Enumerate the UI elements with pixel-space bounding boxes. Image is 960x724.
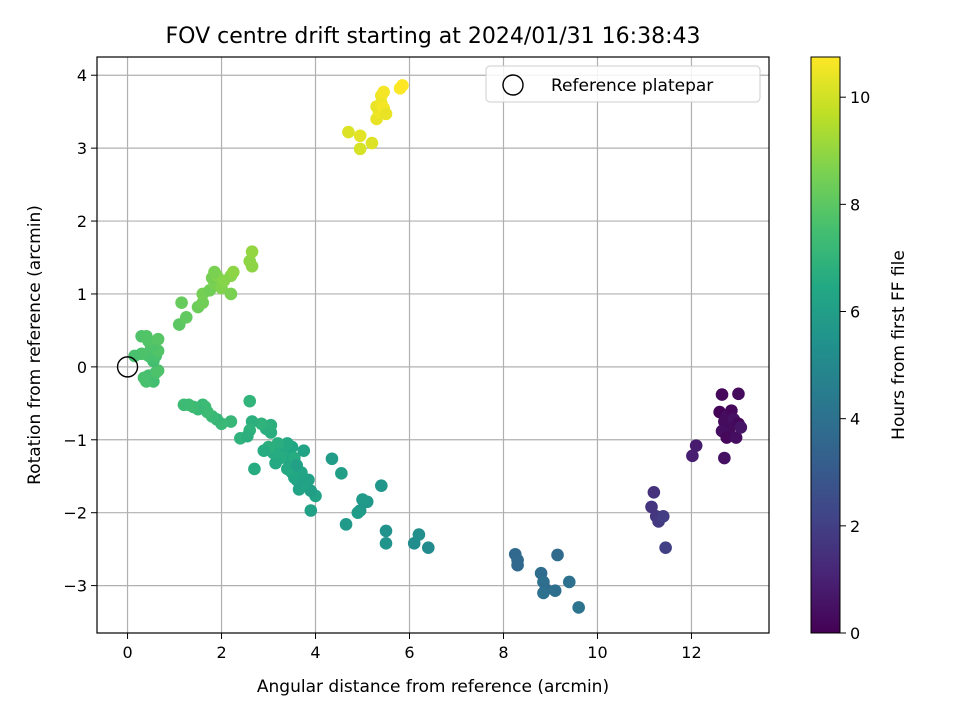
data-point	[140, 329, 153, 343]
colorbar-ticks: 0 2 4 6 8 10	[840, 88, 870, 643]
data-point	[224, 415, 238, 428]
colorbar-label: Hours from first FF file	[889, 250, 909, 440]
y-tick-label: 2	[77, 212, 87, 231]
data-point	[128, 349, 141, 363]
legend-marker-icon	[502, 74, 524, 96]
data-point	[548, 584, 562, 598]
data-point	[257, 444, 271, 458]
data-point	[208, 265, 221, 279]
colorbar	[810, 56, 841, 634]
y-tick-label: −3	[63, 577, 87, 596]
data-point	[151, 364, 165, 377]
data-point	[396, 79, 409, 92]
data-point	[245, 245, 259, 258]
data-point	[732, 387, 745, 401]
data-point	[537, 586, 550, 600]
data-point	[412, 528, 426, 541]
data-point	[422, 541, 435, 554]
data-point	[177, 398, 191, 412]
data-point	[647, 485, 661, 499]
data-point	[379, 524, 393, 538]
data-point	[365, 136, 379, 150]
x-axis-ticks: 0 2 4 6 8 10 12	[122, 633, 702, 662]
data-point	[351, 506, 365, 519]
data-point	[245, 259, 259, 273]
data-point	[137, 371, 151, 385]
y-tick-label: 4	[77, 66, 87, 85]
y-axis-label: Rotation from reference (arcmin)	[25, 205, 45, 485]
data-point	[269, 456, 282, 470]
data-point	[379, 537, 393, 550]
data-point	[248, 462, 261, 476]
data-point	[292, 483, 306, 496]
x-tick-label: 0	[122, 643, 132, 662]
colorbar-tick-label: 10	[850, 88, 870, 107]
x-tick-label: 10	[587, 643, 607, 662]
data-point	[241, 429, 254, 443]
x-tick-label: 8	[498, 643, 508, 662]
colorbar-tick-label: 8	[850, 195, 860, 214]
data-point	[511, 558, 524, 572]
data-point	[264, 418, 278, 432]
y-tick-label: −2	[63, 504, 87, 523]
data-point	[297, 444, 311, 458]
data-point	[224, 287, 238, 301]
data-point	[656, 510, 670, 523]
legend-entry-label: Reference platepar	[551, 76, 713, 96]
data-point	[353, 142, 367, 156]
data-point	[729, 431, 743, 444]
reference-platepar-marker	[116, 356, 139, 378]
data-point	[734, 421, 748, 434]
y-tick-label: 3	[77, 139, 87, 158]
x-axis-label: Angular distance from reference (arcmin)	[257, 677, 609, 697]
data-point	[196, 296, 210, 310]
data-point	[226, 265, 240, 279]
data-point	[377, 85, 390, 99]
plot-frame	[96, 56, 770, 634]
data-point	[335, 467, 348, 480]
data-point	[720, 431, 734, 444]
data-point	[339, 518, 353, 531]
colorbar-tick-label: 2	[850, 517, 860, 536]
chart-title: FOV centre drift starting at 2024/01/31 …	[166, 24, 701, 49]
data-point	[715, 388, 729, 401]
y-tick-label: −1	[63, 431, 87, 450]
data-point	[175, 296, 188, 310]
data-point	[304, 504, 318, 517]
colorbar-tick-label: 4	[850, 410, 860, 429]
y-axis-ticks: −3 −2 −1 0 1 2 3 4	[63, 66, 97, 596]
data-point	[686, 449, 699, 463]
data-point	[562, 575, 576, 589]
data-point	[151, 332, 165, 346]
data-point	[290, 459, 304, 472]
data-point	[689, 439, 703, 452]
data-point	[356, 493, 369, 506]
data-point	[179, 310, 193, 324]
data-point	[572, 601, 585, 614]
x-tick-label: 6	[404, 643, 414, 662]
data-point	[375, 479, 388, 493]
legend-box	[485, 65, 761, 103]
x-tick-label: 4	[310, 643, 320, 662]
y-tick-label: 1	[77, 285, 87, 304]
y-tick-label: 0	[77, 358, 87, 377]
data-point	[551, 548, 564, 562]
data-point	[659, 541, 672, 554]
colorbar-tick-label: 0	[850, 624, 860, 643]
data-point	[325, 452, 339, 466]
x-tick-label: 12	[681, 643, 701, 662]
data-points	[128, 79, 748, 614]
legend: Reference platepar	[485, 65, 761, 103]
data-point	[353, 129, 367, 143]
data-point	[645, 500, 658, 514]
data-point	[379, 107, 393, 121]
colorbar-tick-label: 6	[850, 303, 860, 322]
data-point	[342, 125, 355, 139]
data-point	[718, 451, 731, 465]
x-tick-label: 2	[216, 643, 226, 662]
data-point	[255, 417, 268, 431]
data-point	[281, 437, 294, 450]
data-point	[243, 394, 257, 408]
